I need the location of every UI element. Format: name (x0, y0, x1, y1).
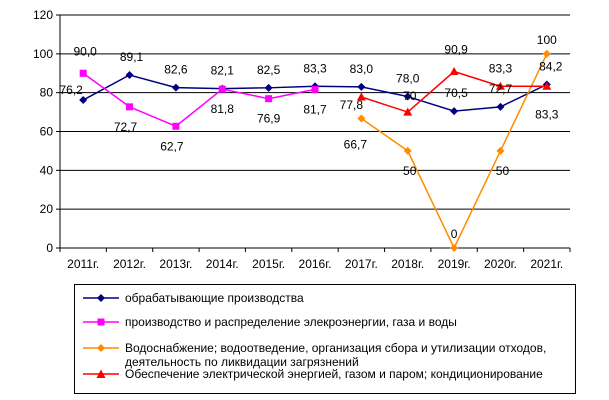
series-0-label-8: 70,5 (444, 86, 468, 100)
series-3-point-9 (495, 81, 505, 90)
series-0-label-2: 82,6 (164, 63, 188, 77)
series-2-label-7: 50 (403, 164, 417, 178)
x-tick-label-8: 2019г. (438, 257, 471, 271)
series-1-point-3 (218, 85, 226, 93)
series-3-label-6: 77,8 (340, 98, 364, 112)
y-tick-label-80: 80 (40, 86, 54, 100)
x-tick-label-0: 2011г. (67, 257, 99, 271)
series-0-label-7: 78,0 (396, 72, 420, 86)
series-0-point-8 (450, 107, 459, 116)
y-tick-label-40: 40 (40, 163, 54, 177)
legend-symbol-energy-gas-water (83, 318, 119, 326)
series-0-point-7 (403, 92, 412, 101)
series-0-label-5: 83,3 (303, 61, 327, 75)
legend-symbol-electricity-supply (83, 369, 119, 378)
axes (56, 14, 571, 252)
x-tick-label-5: 2016г. (299, 257, 332, 271)
legend-symbol-water-supply (83, 344, 119, 352)
series-2-point-9 (496, 146, 505, 155)
x-tick-label-4: 2015г. (252, 257, 285, 271)
series-1-label-5: 81,7 (303, 102, 327, 116)
series-0-label-1: 89,1 (120, 50, 144, 64)
series-1-label-0: 90,0 (74, 44, 98, 58)
series-3-label-8: 90,9 (444, 43, 468, 57)
series-1-point-5 (311, 85, 319, 93)
series-1 (79, 69, 319, 130)
series-2-line (360, 53, 548, 250)
y-tick-label-100: 100 (33, 47, 53, 61)
x-tick-label-1: 2012г. (113, 257, 146, 271)
series-2-point-8 (450, 244, 459, 252)
y-tick-label-0: 0 (46, 241, 53, 255)
series-2-point-6 (357, 114, 366, 123)
series-1-point-1 (126, 103, 134, 111)
series-0-label-0: 76,2 (60, 83, 84, 97)
series-2-label-10: 100 (537, 33, 557, 47)
legend-label-manufacturing: обрабатывающие производства (125, 291, 304, 305)
y-tick-label-120: 120 (33, 8, 53, 22)
series-3-point-10 (542, 81, 552, 90)
y-tick-label-60: 60 (40, 125, 54, 139)
series-1-point-0 (79, 69, 87, 77)
legend-label-electricity-supply: Обеспечение электрической энергией, газо… (125, 367, 543, 381)
legend: обрабатывающие производства производство… (74, 284, 576, 394)
x-tick-label-9: 2020г. (484, 257, 517, 271)
series-2 (357, 49, 551, 252)
legend-label-energy-gas-water: производство и распределение элекроэнерг… (125, 315, 457, 329)
series-1-label-1: 72,7 (114, 120, 138, 134)
series-1-label-4: 76,9 (257, 112, 281, 126)
data-labels: 76,2 89,1 82,6 82,1 82,5 83,3 83,0 78,0 70,5 72,7… (60, 33, 563, 241)
x-tick-label-10: 2021г. (530, 257, 563, 271)
legend-symbol-manufacturing (83, 294, 119, 302)
series-0-label-4: 82,5 (257, 63, 281, 77)
series-1-point-4 (265, 95, 273, 103)
series-3-label-7: 70 (403, 89, 417, 103)
series-2-label-9: 50 (496, 164, 510, 178)
series-2-point-10 (542, 49, 551, 58)
series-2-point-7 (403, 146, 412, 155)
series-0-point-0 (79, 96, 88, 105)
series-3-label-9: 83,3 (489, 61, 513, 75)
tick-labels: 0 20 40 60 80 100 120 2011г. 2012г. 2013г. 2014г. 2… (33, 8, 563, 271)
x-tick-label-7: 2018г. (391, 257, 424, 271)
series-3-point-8 (449, 67, 459, 76)
series-0-point-1 (125, 70, 134, 79)
series-3-point-6 (356, 92, 366, 101)
series-0-label-6: 83,0 (350, 62, 374, 76)
series-3-label-10: 83,3 (535, 107, 559, 121)
series-0-point-2 (171, 83, 180, 92)
series-2-label-8: 0 (451, 227, 458, 241)
series-1-point-2 (172, 122, 180, 130)
series-1-line (82, 72, 316, 128)
x-tick-label-2: 2013г. (159, 257, 192, 271)
series-2-label-6: 66,7 (344, 137, 368, 151)
series-3-point-7 (403, 107, 413, 116)
series-0-label-9: 72,7 (489, 82, 513, 96)
series-lines (79, 49, 552, 252)
series-0-label-3: 82,1 (211, 64, 235, 78)
series-1-label-2: 62,7 (160, 139, 184, 153)
series-0-point-4 (264, 83, 273, 92)
y-tick-label-20: 20 (40, 202, 54, 216)
series-1-label-3: 81,8 (211, 102, 235, 116)
line-chart: 76,2 89,1 82,6 82,1 82,5 83,3 83,0 78,0 70,5 72,7… (33, 8, 571, 271)
legend-label-water-supply: Водоснабжение; водоотведение, организаци… (125, 341, 547, 369)
x-tick-label-6: 2017г. (345, 257, 378, 271)
x-tick-label-3: 2014г. (206, 257, 239, 271)
series-0-point-6 (357, 82, 366, 91)
series-0-label-10: 84,2 (539, 60, 563, 74)
series-0-point-9 (496, 102, 505, 111)
series-3 (356, 67, 552, 116)
